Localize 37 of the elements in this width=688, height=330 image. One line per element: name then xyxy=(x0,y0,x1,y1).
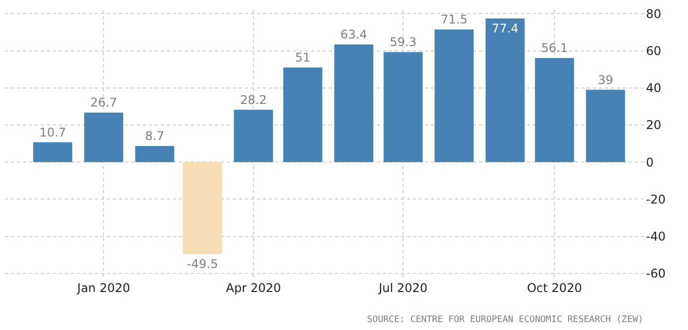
y-tick-label: 40 xyxy=(646,81,662,96)
source-note: SOURCE: CENTRE FOR EUROPEAN ECONOMIC RESEARCH (ZEW) xyxy=(367,315,644,325)
data-label: 63.4 xyxy=(340,28,368,42)
data-label: 77.4 xyxy=(492,22,519,36)
bar xyxy=(486,18,525,162)
data-label: 56.1 xyxy=(541,41,568,56)
data-label: 59.3 xyxy=(390,35,417,50)
data-label: 51 xyxy=(295,50,310,65)
data-label: 8.7 xyxy=(145,128,164,143)
y-tick-label: 60 xyxy=(646,44,662,58)
bar xyxy=(84,112,124,162)
y-tick-label: -60 xyxy=(646,266,666,281)
bar xyxy=(434,29,474,162)
bar xyxy=(384,52,423,162)
bar xyxy=(334,44,374,162)
bar xyxy=(135,146,174,162)
bar xyxy=(182,162,222,254)
x-tick-label: Jul 2020 xyxy=(378,281,428,295)
data-label: 28.2 xyxy=(240,92,267,107)
data-label: -49.5 xyxy=(186,256,218,271)
y-tick-label: -20 xyxy=(646,192,666,206)
y-tick-label: -40 xyxy=(646,230,666,244)
bar xyxy=(534,58,574,162)
bar xyxy=(234,110,273,162)
y-tick-label: 80 xyxy=(646,6,662,21)
bar xyxy=(33,142,72,162)
bar xyxy=(283,68,322,162)
data-label: 39 xyxy=(598,72,614,87)
x-tick-label: Jan 2020 xyxy=(76,281,130,295)
y-tick-label: 0 xyxy=(646,155,654,170)
x-tick-label: Apr 2020 xyxy=(226,281,281,295)
y-tick-label: 20 xyxy=(646,118,662,132)
bar xyxy=(586,90,626,162)
data-label: 10.7 xyxy=(39,125,66,140)
data-label: 71.5 xyxy=(440,12,468,26)
data-label: 26.7 xyxy=(90,96,118,110)
x-tick-label: Oct 2020 xyxy=(526,281,582,295)
